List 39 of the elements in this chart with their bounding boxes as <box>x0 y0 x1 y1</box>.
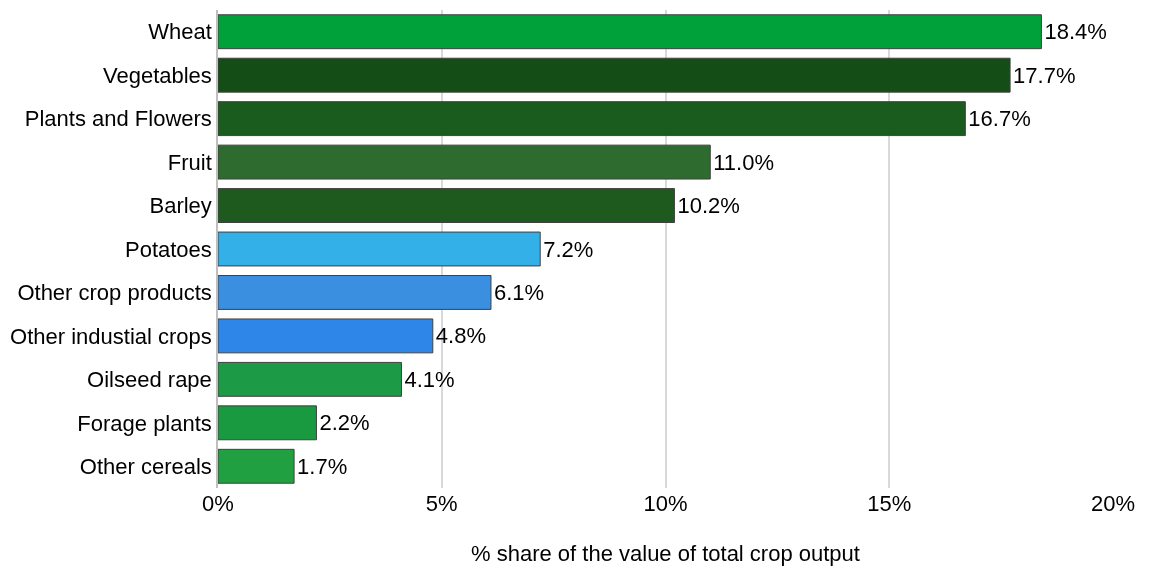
x-tick-label: 0% <box>202 491 234 516</box>
data-label: 16.7% <box>968 106 1031 132</box>
data-label: 18.4% <box>1044 19 1107 45</box>
bar <box>218 57 1011 93</box>
data-label: 7.2% <box>543 236 594 262</box>
bar <box>218 188 675 223</box>
data-label: 17.7% <box>1013 62 1076 88</box>
y-tick-label: Vegetables <box>102 62 212 88</box>
bar <box>218 405 317 441</box>
bar <box>218 101 966 137</box>
y-tick-label: Plants and Flowers <box>24 106 212 132</box>
y-tick-label: Fruit <box>167 149 212 175</box>
y-tick-label: Potatoes <box>125 236 212 262</box>
y-tick-label: Wheat <box>148 19 212 45</box>
x-axis-title: % share of the value of total crop output <box>471 540 860 566</box>
bar <box>218 361 402 397</box>
data-label: 4.8% <box>435 323 486 349</box>
y-tick-label: Other cereals <box>79 453 212 479</box>
data-label: 4.1% <box>404 366 455 392</box>
x-tick-label: 10% <box>643 491 688 516</box>
bar <box>218 231 541 267</box>
bar <box>218 318 434 354</box>
bar <box>218 14 1042 50</box>
y-tick-label: Other industial crops <box>10 323 212 349</box>
y-tick-label: Other crop products <box>17 280 212 306</box>
y-tick-label: Forage plants <box>77 410 212 436</box>
y-tick-label: Barley <box>149 193 212 219</box>
bar <box>218 448 295 484</box>
data-label: 11.0% <box>713 149 774 175</box>
data-label: 6.1% <box>493 279 545 305</box>
data-label: 1.7% <box>297 453 348 479</box>
bar <box>218 275 492 310</box>
x-tick-label: 15% <box>867 491 912 516</box>
x-tick-label: 5% <box>425 491 458 516</box>
x-tick-label: 20% <box>1090 491 1136 516</box>
bar <box>218 144 711 180</box>
data-label: 10.2% <box>677 193 740 219</box>
y-tick-label: Oilseed rape <box>87 367 212 393</box>
data-label: 2.2% <box>319 410 370 436</box>
